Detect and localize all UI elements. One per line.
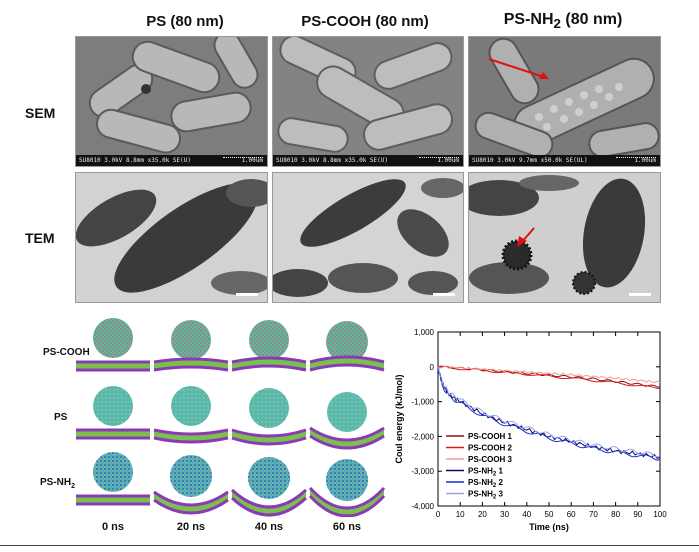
sem-footer-ps: SU8010 3.0kV 8.8mm x35.0k SE(U) 1.00um <box>76 155 267 166</box>
x-tick-label: 0 <box>436 510 441 519</box>
time-label-60: 60 ns <box>332 521 362 533</box>
bottom-rule <box>0 545 699 546</box>
y-tick-label: -3,000 <box>411 467 434 476</box>
column-title-ps: PS (80 nm) <box>146 13 224 30</box>
x-tick-label: 20 <box>478 510 487 519</box>
x-tick-label: 100 <box>653 510 667 519</box>
sem-texture-ps <box>76 37 267 166</box>
column-title-ps-nh2: PS-NH2 (80 nm) <box>503 11 623 32</box>
time-label-20: 20 ns <box>176 521 206 533</box>
y-tick-label: -4,000 <box>411 502 434 511</box>
legend-entry-2: PS-COOH 2 <box>468 444 513 453</box>
y-tick-label: 1,000 <box>414 328 435 337</box>
series-line-3 <box>437 366 661 384</box>
x-tick-label: 80 <box>611 510 620 519</box>
legend-entry-3: PS-COOH 3 <box>468 455 513 464</box>
legend-entry-1: PS-COOH 1 <box>468 432 513 441</box>
x-tick-label: 50 <box>545 510 554 519</box>
column-title-ps-cooh: PS-COOH (80 nm) <box>301 13 429 30</box>
sem-image-ps: SU8010 3.0kV 8.8mm x35.0k SE(U) 1.00um <box>75 36 268 167</box>
y-tick-label: -1,000 <box>411 398 434 407</box>
sim-row-label-ps-nh2: PS-NH2 <box>40 477 76 490</box>
x-tick-label: 40 <box>522 510 531 519</box>
legend-entry-5: PS-NH2 2 <box>468 478 503 489</box>
time-label-0: 0 ns <box>101 521 124 533</box>
sim-row-label-ps-cooh: PS-COOH <box>43 347 90 358</box>
x-tick-label: 70 <box>589 510 598 519</box>
tem-image-ps-cooh <box>272 172 464 303</box>
sem-footer-ps-nh2: SU8010 3.0kV 9.7mm x50.0k SE(UL) 1.00um <box>469 155 660 166</box>
tem-texture-ps <box>76 173 267 302</box>
y-tick-label: -2,000 <box>411 432 434 441</box>
x-tick-label: 90 <box>633 510 642 519</box>
sim-row-ps-nh2 <box>76 452 386 517</box>
tem-image-ps-nh2 <box>468 172 661 303</box>
tem-texture-ps-nh2 <box>469 173 660 302</box>
x-tick-label: 10 <box>456 510 465 519</box>
legend-entry-4: PS-NH2 1 <box>468 467 503 478</box>
sem-image-ps-nh2: SU8010 3.0kV 9.7mm x50.0k SE(UL) 1.00um <box>468 36 661 167</box>
simulation-frames <box>76 318 386 517</box>
x-axis-label: Time (ns) <box>529 522 569 532</box>
legend-entry-6: PS-NH2 3 <box>468 490 503 501</box>
sem-image-ps-cooh: SU8010 3.0kV 8.8mm x35.0k SE(U) 1.00um <box>272 36 464 167</box>
x-tick-label: 30 <box>500 510 509 519</box>
sim-row-label-ps: PS <box>54 412 68 423</box>
sem-footer-ps-cooh: SU8010 3.0kV 8.8mm x35.0k SE(U) 1.00um <box>273 155 463 166</box>
tem-texture-ps-cooh <box>273 173 463 302</box>
tem-image-ps <box>75 172 268 303</box>
series-line-6 <box>437 366 661 458</box>
x-tick-label: 60 <box>567 510 576 519</box>
row-label-tem: TEM <box>25 230 55 246</box>
row-label-sem: SEM <box>25 105 56 121</box>
sim-row-ps <box>76 386 385 450</box>
sem-texture-ps-nh2 <box>469 37 660 166</box>
sim-row-ps-cooh <box>76 318 385 372</box>
time-label-40: 40 ns <box>254 521 284 533</box>
arrow-marker-sem <box>488 58 545 78</box>
y-tick-label: 0 <box>430 363 435 372</box>
y-axis-label: Coul energy (kJ/mol) <box>394 374 404 463</box>
plot-frame <box>437 331 661 507</box>
sem-texture-ps-cooh <box>273 37 463 166</box>
